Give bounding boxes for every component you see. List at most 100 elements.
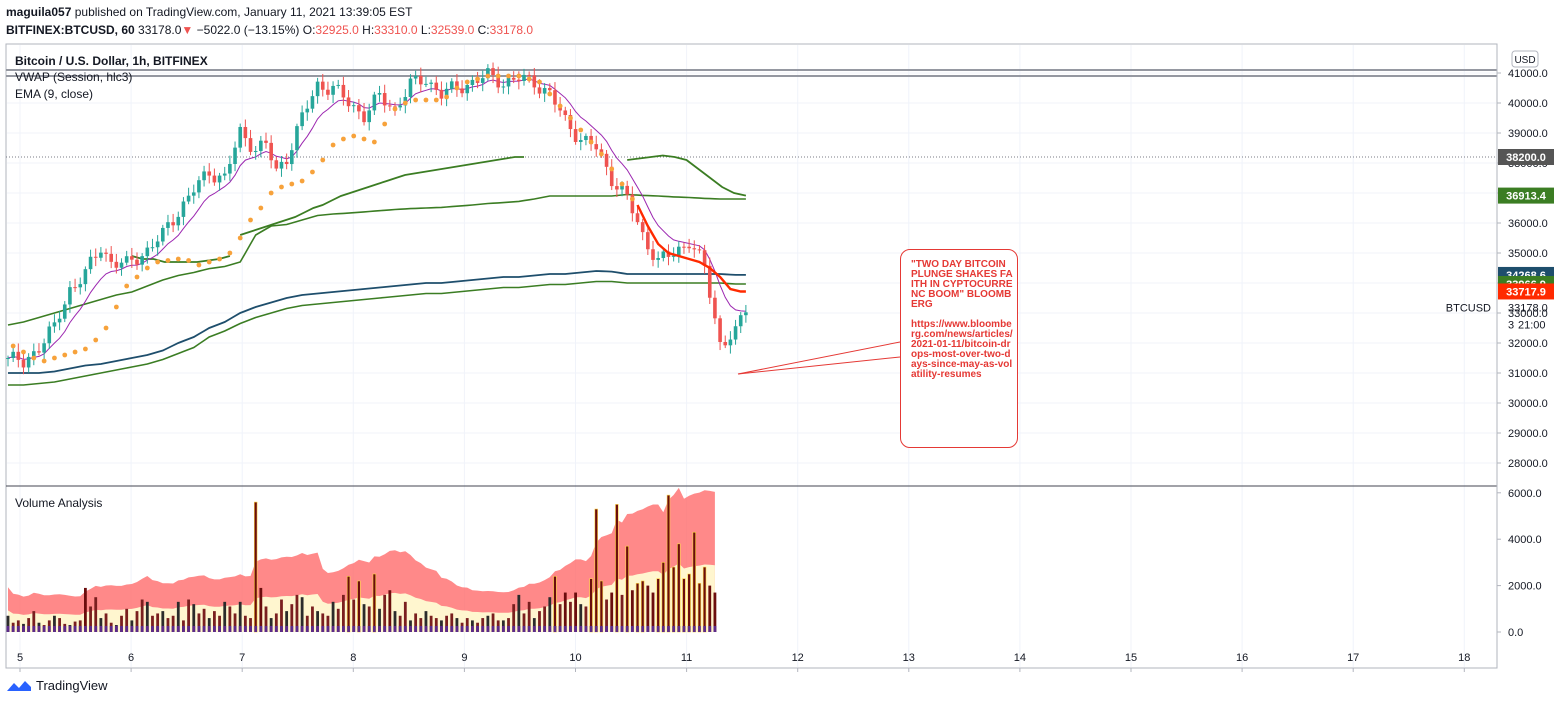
signal-dot [371, 139, 377, 145]
volume-base [274, 625, 278, 632]
volume-bar [388, 590, 392, 632]
volume-bar [708, 585, 712, 632]
ema-legend[interactable]: EMA (9, close) [15, 87, 93, 101]
volume-bar [27, 618, 31, 632]
volume-base [171, 625, 175, 632]
candle-body [42, 343, 46, 353]
candle-body [362, 111, 366, 123]
volume-bar [156, 613, 160, 632]
volume-base [692, 625, 696, 632]
volume-base [182, 625, 185, 632]
price-tag-text: 33717.9 [1506, 286, 1546, 298]
candle-body [191, 192, 196, 196]
volume-bar [104, 613, 108, 632]
signal-dot [62, 352, 68, 358]
volume-bar [151, 615, 154, 632]
volume-base [331, 625, 335, 632]
volume-bar [6, 615, 10, 632]
volume-bar [145, 601, 149, 632]
candle-body [52, 322, 57, 327]
volume-axis[interactable]: 6000.0 4000.0 2000.0 0.0 [1497, 488, 1542, 639]
candle-body [707, 265, 712, 298]
time-tick-label: 16 [1236, 652, 1248, 664]
signal-dot [52, 355, 57, 361]
volume-bar [228, 606, 232, 632]
annotation-url: https://www.bloomberg.com/news/articles/… [911, 319, 1013, 380]
volume-bar [259, 587, 263, 632]
price-tick-label: 30000.0 [1508, 398, 1548, 410]
currency-badge[interactable] [1511, 50, 1539, 68]
low-label: L: [420, 23, 431, 37]
volume-bar [465, 618, 469, 632]
series-title[interactable]: Bitcoin / U.S. Dollar, 1h, BITFINEX [15, 54, 208, 68]
volume-base [651, 625, 655, 632]
candle-body [331, 85, 335, 95]
candle-body [279, 161, 284, 169]
candle-body [181, 201, 186, 217]
candle-body [320, 81, 325, 90]
volume-base [321, 625, 325, 632]
candle-body [470, 79, 475, 85]
price-tick-label: 36000.0 [1508, 218, 1548, 230]
candle-body [351, 105, 356, 107]
volume-base [336, 625, 340, 632]
volume-bar [135, 611, 139, 632]
volume-legend[interactable]: Volume Analysis [15, 496, 102, 510]
volume-base [600, 625, 603, 632]
vwap-legend[interactable]: VWAP (Session, hlc3) [15, 70, 132, 84]
volume-bar [651, 592, 655, 632]
volume-base [398, 625, 402, 632]
candle-body [155, 241, 160, 248]
volume-base [223, 625, 227, 632]
volume-base [501, 625, 505, 632]
volume-base [543, 625, 547, 632]
candle-body [259, 140, 263, 151]
volume-bar [218, 615, 221, 632]
signal-dot [341, 136, 346, 142]
volume-base [532, 625, 536, 632]
author-name[interactable]: maguila057 [6, 5, 72, 19]
time-axis[interactable]: 5 6 7 8 9 10 11 12 13 14 15 16 17 18 [17, 652, 1470, 672]
candle-body [124, 256, 129, 263]
candle-body [83, 269, 88, 285]
signal-dot [113, 304, 119, 310]
candle-body [434, 82, 439, 90]
volume-base [228, 625, 232, 632]
candle-body [542, 88, 547, 94]
candle-body [32, 351, 36, 357]
candle-body [594, 144, 599, 150]
news-annotation[interactable]: "TWO DAY BITCOIN PLUNGE SHAKES FAITH IN … [900, 249, 1018, 448]
volume-base [145, 625, 149, 632]
candle-body [37, 351, 41, 353]
volume-bar [692, 531, 696, 633]
signal-dot [599, 151, 604, 157]
candle-body [300, 112, 304, 127]
volume-base [687, 625, 691, 632]
candle-body [135, 259, 139, 265]
volume-bar [187, 599, 190, 632]
volume-bar [321, 613, 325, 632]
volume-base [94, 625, 98, 632]
volume-bar [58, 618, 61, 632]
volume-tick-label: 2000.0 [1508, 581, 1542, 593]
signal-dot [144, 265, 150, 271]
signal-dot [402, 100, 408, 106]
candle-body [444, 88, 449, 99]
tradingview-logo[interactable]: TradingView [6, 678, 108, 693]
candle-body [419, 75, 423, 85]
volume-base [176, 625, 180, 632]
candle-body [702, 250, 707, 266]
volume-bar [697, 582, 702, 633]
volume-bar [253, 501, 258, 633]
candle-body [455, 81, 459, 89]
volume-bar [192, 604, 196, 632]
signal-dot [279, 184, 284, 190]
price-tick-label: 31000.0 [1508, 368, 1548, 380]
volume-bar [713, 592, 717, 632]
volume-base [84, 625, 87, 632]
signal-dot [320, 157, 326, 163]
close-value: 33178.0 [489, 23, 534, 37]
candle-body [166, 222, 170, 228]
volume-base [636, 625, 639, 632]
